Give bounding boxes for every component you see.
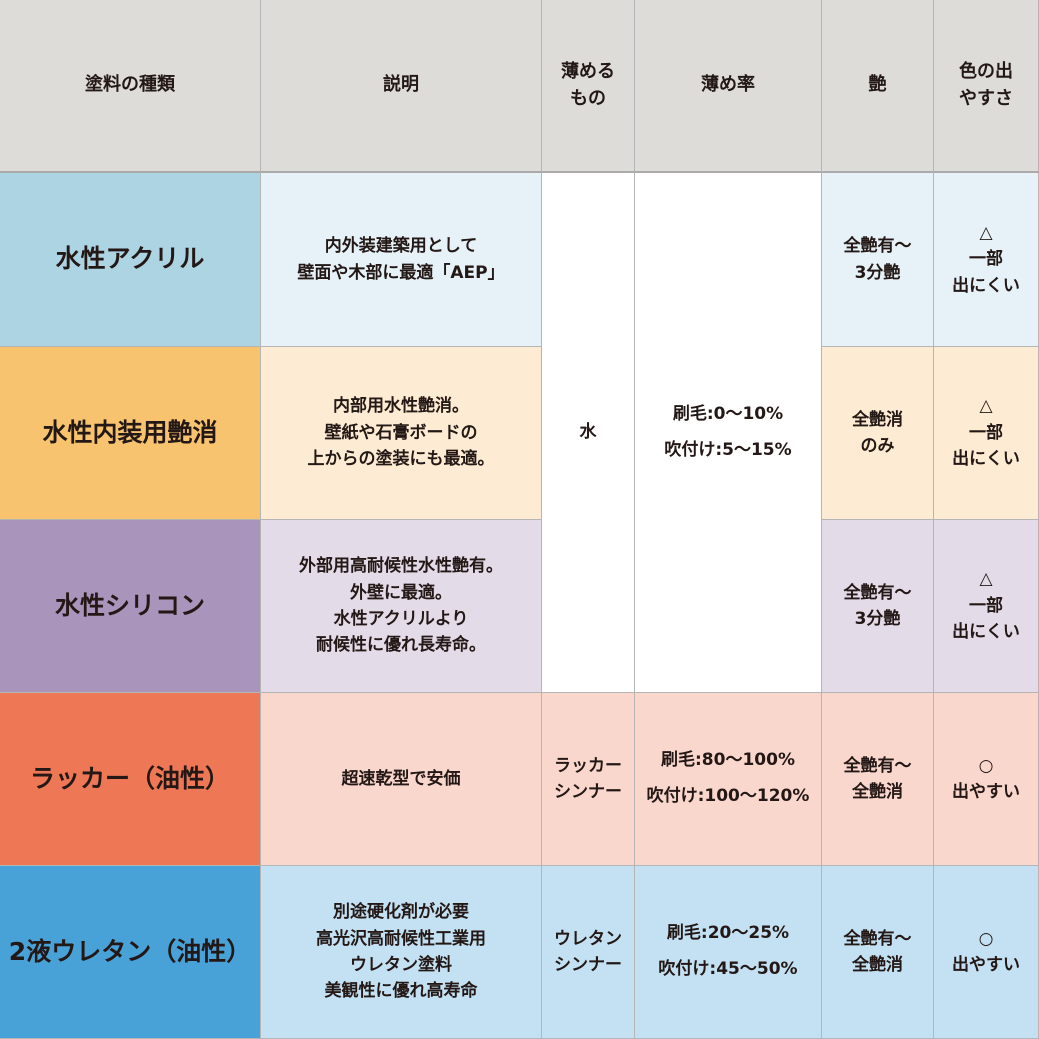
- header-thinner: 薄める もの: [542, 0, 635, 173]
- cell-ratio: 刷毛:80〜100% 吹付け:100〜120%: [635, 693, 822, 866]
- header-gloss: 艶: [822, 0, 934, 173]
- cell-thinner: ウレタン シンナー: [542, 866, 635, 1039]
- cell-gloss: 全艶有〜 3分艶: [822, 520, 934, 693]
- cell-gloss: 全艶有〜 全艶消: [822, 693, 934, 866]
- cell-ratio: 刷毛:20〜25% 吹付け:45〜50%: [635, 866, 822, 1039]
- shared-thinner-cell: 水: [542, 173, 635, 693]
- cell-color_ease: ○ 出やすい: [934, 866, 1039, 1039]
- cell-color_ease: △ 一部 出にくい: [934, 173, 1039, 347]
- header-description: 説明: [261, 0, 542, 173]
- cell-description: 内部用水性艶消。 壁紙や石膏ボードの 上からの塗装にも最適。: [261, 347, 542, 520]
- cell-description: 内外装建築用として 壁面や木部に最適「AEP」: [261, 173, 542, 347]
- cell-description: 超速乾型で安価: [261, 693, 542, 866]
- cell-gloss: 全艶有〜 全艶消: [822, 866, 934, 1039]
- header-dilution-rate: 薄め率: [635, 0, 822, 173]
- cell-gloss: 全艶消 のみ: [822, 347, 934, 520]
- cell-type: ラッカー（油性）: [0, 693, 261, 866]
- cell-description: 外部用高耐候性水性艶有。 外壁に最適。 水性アクリルより 耐候性に優れ長寿命。: [261, 520, 542, 693]
- cell-color_ease: ○ 出やすい: [934, 693, 1039, 866]
- cell-type: 2液ウレタン（油性）: [0, 866, 261, 1039]
- cell-type: 水性アクリル: [0, 173, 261, 347]
- cell-thinner: ラッカー シンナー: [542, 693, 635, 866]
- cell-type: 水性内装用艶消: [0, 347, 261, 520]
- cell-color_ease: △ 一部 出にくい: [934, 520, 1039, 693]
- cell-gloss: 全艶有〜 3分艶: [822, 173, 934, 347]
- header-color-ease: 色の出 やすさ: [934, 0, 1039, 173]
- cell-type: 水性シリコン: [0, 520, 261, 693]
- cell-color_ease: △ 一部 出にくい: [934, 347, 1039, 520]
- shared-ratio-cell: 刷毛:0〜10% 吹付け:5〜15%: [635, 173, 822, 693]
- header-paint-type: 塗料の種類: [0, 0, 261, 173]
- cell-description: 別途硬化剤が必要 高光沢高耐候性工業用 ウレタン塗料 美観性に優れ高寿命: [261, 866, 542, 1039]
